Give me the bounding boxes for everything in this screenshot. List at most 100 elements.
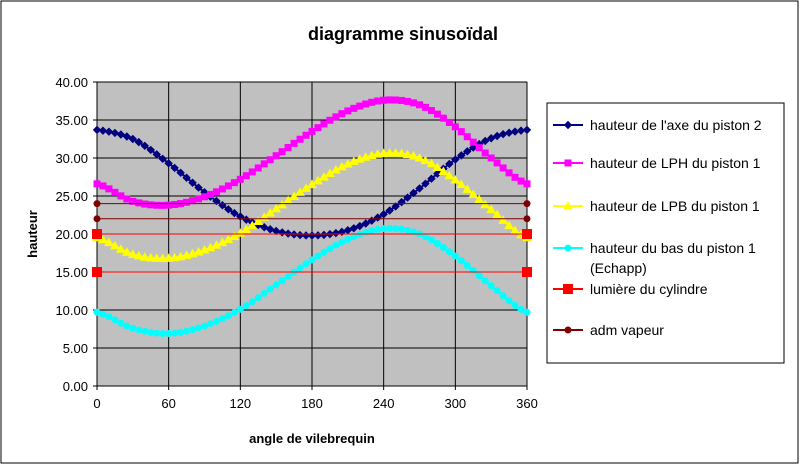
data-point (201, 322, 208, 330)
data-point (236, 212, 245, 221)
data-point (481, 277, 489, 285)
legend-marker (563, 200, 573, 210)
data-point (457, 257, 465, 265)
data-point (385, 206, 394, 215)
data-point (332, 113, 340, 121)
data-point (463, 147, 472, 156)
data-point (475, 272, 483, 280)
data-point (183, 327, 191, 335)
data-point (384, 148, 395, 157)
data-point (421, 233, 429, 241)
data-point (92, 267, 102, 277)
data-point (481, 149, 489, 157)
data-point (296, 264, 304, 272)
data-point (128, 134, 138, 144)
data-point (170, 163, 179, 173)
data-point (486, 204, 497, 214)
data-point (356, 102, 364, 110)
data-point (195, 324, 203, 332)
data-point (117, 192, 125, 200)
data-point (110, 240, 120, 250)
data-point (373, 213, 382, 222)
data-point (147, 201, 155, 209)
data-point (277, 199, 288, 209)
data-point (432, 162, 443, 171)
data-point (511, 173, 519, 181)
data-point (224, 205, 233, 214)
data-point (308, 256, 316, 264)
data-point (260, 160, 268, 168)
data-point (368, 227, 376, 235)
data-point (338, 238, 346, 246)
legend-label: hauteur de l'axe du piston 2 (590, 117, 762, 133)
data-point (260, 289, 268, 297)
data-point (104, 127, 114, 136)
data-point (266, 285, 274, 293)
data-point (163, 253, 174, 262)
y-tick-label: 0.00 (63, 379, 88, 394)
legend-box (546, 102, 785, 364)
data-point (171, 329, 179, 337)
data-point (421, 103, 429, 111)
data-point (116, 244, 126, 253)
data-point (314, 124, 322, 132)
data-point (308, 127, 316, 135)
data-point (469, 267, 477, 275)
data-point (391, 202, 400, 211)
data-point (230, 309, 238, 317)
data-point (314, 252, 322, 260)
data-point (145, 252, 156, 262)
data-point (92, 229, 102, 239)
data-point (247, 220, 258, 230)
data-point (433, 110, 441, 118)
chart-title: diagramme sinusoïdal (308, 24, 498, 44)
data-point (111, 188, 119, 196)
data-point (427, 174, 436, 183)
data-point (135, 199, 143, 207)
data-point (133, 251, 144, 260)
data-point (123, 195, 131, 203)
data-point (140, 141, 149, 151)
data-point (355, 221, 364, 231)
data-point (522, 125, 532, 135)
data-point (344, 107, 352, 115)
data-point (117, 319, 125, 327)
data-point (486, 134, 496, 143)
data-point (248, 168, 256, 176)
data-point (206, 190, 214, 198)
data-point (152, 150, 161, 159)
data-point (368, 98, 376, 106)
data-point (505, 297, 513, 305)
data-point (189, 197, 197, 205)
data-point (236, 175, 244, 183)
legend-label: adm vapeur (590, 322, 664, 338)
data-point (344, 235, 352, 243)
legend-entry: lumière du cylindre (553, 281, 708, 297)
data-point (433, 240, 441, 247)
data-point (134, 137, 144, 147)
y-tick-label: 25.00 (55, 189, 88, 204)
data-point (242, 302, 250, 310)
data-point (153, 329, 161, 337)
data-point (230, 179, 238, 187)
data-point (165, 201, 173, 209)
data-point (379, 210, 388, 219)
data-point (433, 169, 442, 178)
data-point (326, 245, 334, 253)
data-point (159, 330, 167, 338)
data-point (139, 252, 150, 261)
data-point (386, 224, 394, 232)
data-point (492, 131, 502, 141)
data-point (206, 320, 214, 328)
legend-marker (563, 120, 573, 130)
data-point (254, 164, 262, 172)
data-point (338, 110, 346, 118)
data-point (523, 180, 531, 188)
data-point (98, 126, 108, 135)
x-tick-label: 240 (373, 396, 395, 411)
data-point (378, 148, 389, 157)
data-point (457, 128, 465, 136)
data-point (451, 155, 460, 164)
data-point (195, 195, 203, 203)
